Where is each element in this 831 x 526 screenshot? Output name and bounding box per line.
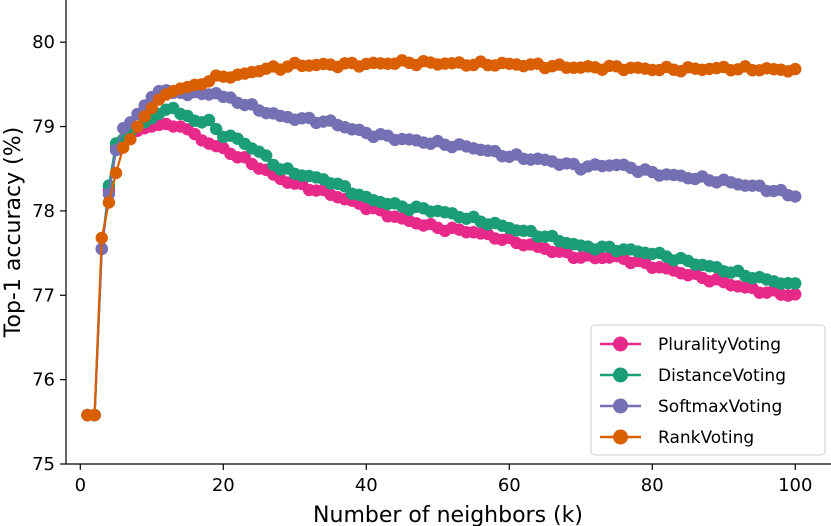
legend-label: PluralityVoting bbox=[658, 335, 781, 355]
x-tick-label: 80 bbox=[641, 475, 664, 496]
y-tick-label: 76 bbox=[32, 370, 55, 391]
legend-label: DistanceVoting bbox=[658, 366, 786, 386]
legend-marker bbox=[613, 398, 628, 414]
legend-marker bbox=[613, 367, 628, 383]
x-tick-label: 20 bbox=[212, 475, 235, 496]
data-point bbox=[124, 133, 137, 146]
data-point bbox=[789, 190, 802, 203]
legend-marker bbox=[613, 429, 628, 445]
x-tick-label: 100 bbox=[778, 475, 812, 496]
legend-box bbox=[590, 324, 826, 456]
legend-item-RankVoting: RankVoting bbox=[600, 428, 754, 448]
x-tick-label: 0 bbox=[75, 475, 86, 496]
legend-marker bbox=[613, 336, 628, 352]
data-point bbox=[109, 166, 123, 180]
data-point bbox=[95, 231, 108, 245]
data-point bbox=[102, 196, 116, 209]
series-SoftmaxVoting bbox=[81, 84, 802, 422]
x-tick-label: 60 bbox=[498, 475, 521, 496]
y-axis-label: Top-1 accuracy (%) bbox=[1, 127, 26, 338]
data-point bbox=[202, 113, 216, 127]
legend-label: SoftmaxVoting bbox=[658, 397, 782, 417]
data-point bbox=[145, 101, 158, 115]
y-tick-label: 75 bbox=[32, 454, 55, 475]
plot-area bbox=[81, 54, 802, 422]
data-point bbox=[131, 120, 144, 133]
data-point bbox=[117, 141, 130, 154]
legend-item-PluralityVoting: PluralityVoting bbox=[600, 335, 781, 355]
axes: 0 20 40 60 80 100 75 76 77 78 79 80 bbox=[32, 0, 831, 496]
data-point bbox=[88, 408, 101, 422]
data-point bbox=[789, 277, 802, 290]
legend-label: RankVoting bbox=[658, 428, 754, 448]
legend: PluralityVoting DistanceVoting SoftmaxVoti… bbox=[590, 324, 826, 456]
y-tick-label: 77 bbox=[32, 285, 55, 306]
data-point bbox=[138, 110, 151, 123]
data-point bbox=[259, 149, 273, 162]
y-tick-label: 78 bbox=[32, 201, 55, 222]
legend-item-DistanceVoting: DistanceVoting bbox=[600, 366, 786, 386]
data-point bbox=[209, 122, 223, 136]
y-tick-label: 80 bbox=[32, 32, 55, 53]
data-point bbox=[789, 62, 802, 76]
x-tick-label: 40 bbox=[355, 475, 378, 496]
y-tick-label: 79 bbox=[32, 117, 55, 138]
legend-item-SoftmaxVoting: SoftmaxVoting bbox=[600, 397, 782, 417]
data-point bbox=[789, 288, 802, 301]
x-axis-label: Number of neighbors (k) bbox=[313, 503, 583, 526]
series-RankVoting bbox=[81, 54, 802, 422]
